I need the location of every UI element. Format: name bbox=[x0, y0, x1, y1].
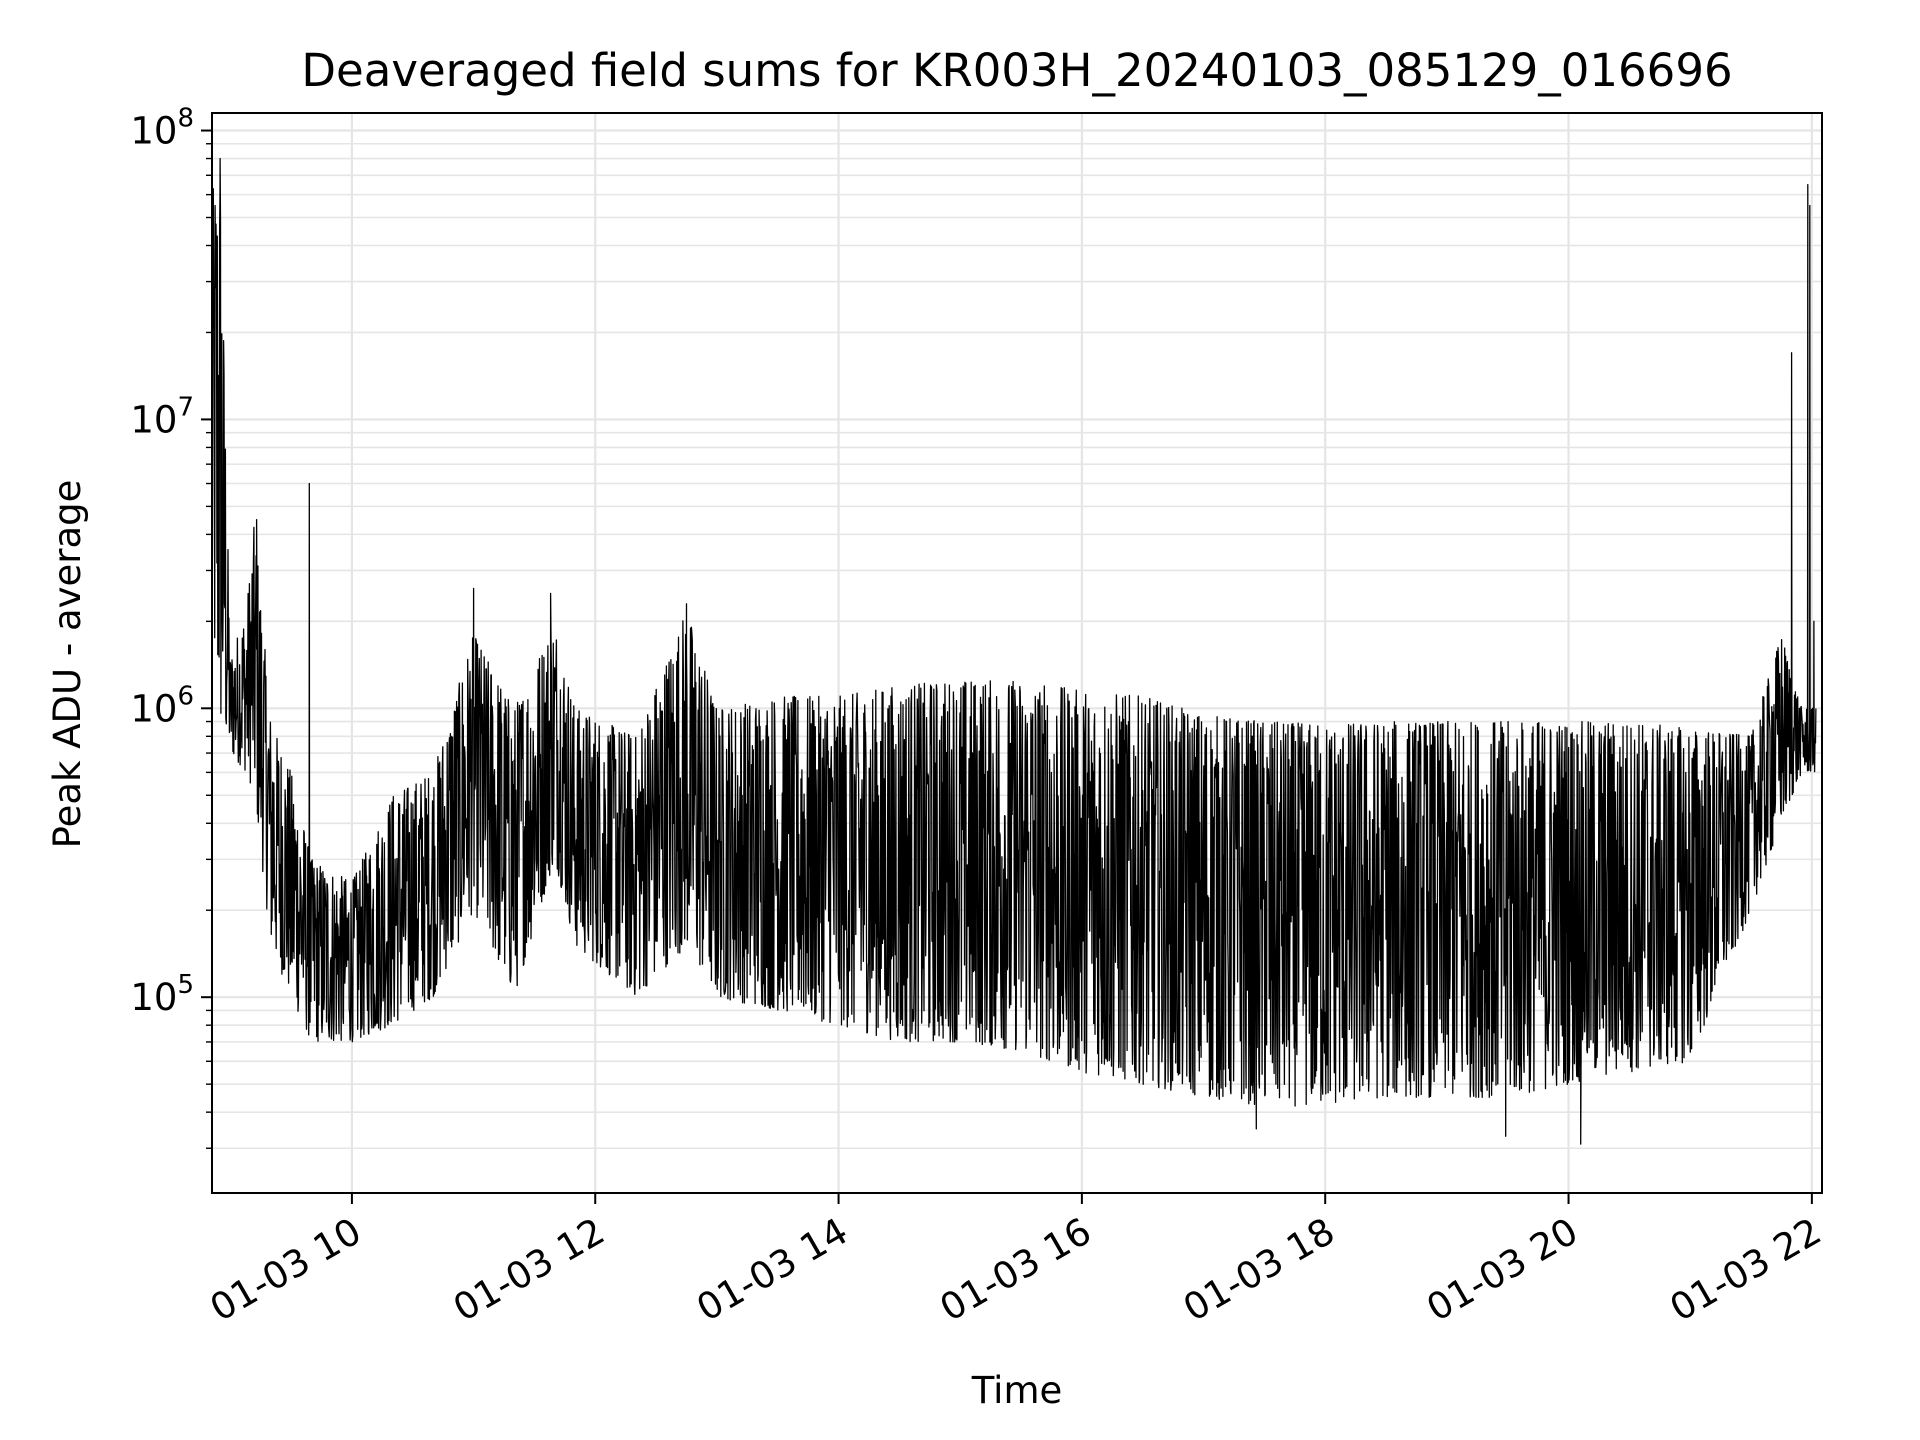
x-axis-label: Time bbox=[971, 1369, 1063, 1412]
axes-frame bbox=[211, 112, 1823, 1194]
y-tick-label: 107 bbox=[130, 392, 194, 441]
y-axis-label: Peak ADU - average bbox=[46, 480, 89, 849]
series-line bbox=[211, 157, 1817, 1145]
y-tick-label: 106 bbox=[130, 681, 194, 730]
chart-title: Deaveraged field sums for KR003H_2024010… bbox=[301, 44, 1732, 97]
y-tick-label: 105 bbox=[130, 970, 194, 1019]
y-ticks: 105 106 107 108 bbox=[130, 104, 212, 1149]
y-tick-label: 108 bbox=[130, 104, 194, 153]
